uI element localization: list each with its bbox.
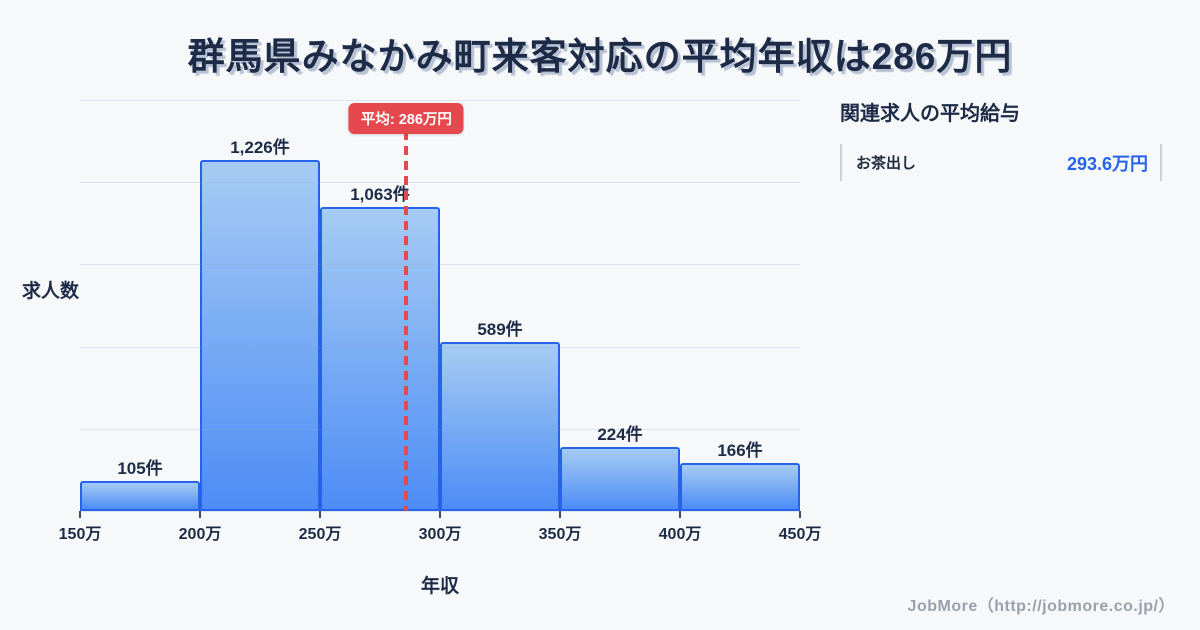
gridline <box>80 264 800 266</box>
related-jobs-heading: 関連求人の平均給与 <box>840 103 1020 125</box>
bar-value-label: 166件 <box>717 441 763 460</box>
bar-value-label: 589件 <box>477 320 523 339</box>
related-job-label: お茶出し <box>856 155 917 172</box>
x-axis-tick <box>199 511 201 518</box>
bar-value-label: 105件 <box>117 459 163 478</box>
x-axis-tick-label: 350万 <box>538 526 582 543</box>
x-axis-tick <box>799 511 801 518</box>
x-axis-tick-label: 400万 <box>658 526 702 543</box>
average-line <box>404 131 409 511</box>
bar-value-label: 1,226件 <box>230 138 290 157</box>
gridline <box>80 428 800 430</box>
x-axis-tick-label: 300万 <box>418 526 462 543</box>
gridline <box>80 346 800 348</box>
gridline <box>80 100 800 101</box>
average-badge: 平均: 286万円 <box>348 103 464 134</box>
histogram-bar <box>560 447 680 511</box>
histogram-bar <box>200 160 320 511</box>
related-job-row: お茶出し 293.6万円 <box>840 144 1162 181</box>
related-job-value: 293.6万円 <box>1066 153 1148 174</box>
bar-value-label: 1,063件 <box>350 185 410 204</box>
x-axis-tick <box>319 511 321 518</box>
histogram-bar <box>680 463 800 511</box>
credit-text: JobMore（http://jobmore.co.jp/） <box>907 598 1175 615</box>
gridline <box>80 182 800 184</box>
page-title: 群馬県みなかみ町来客対応の平均年収は286万円 <box>187 36 1013 77</box>
x-axis-tick <box>559 511 561 518</box>
x-axis-tick <box>439 511 441 518</box>
x-axis-tick <box>679 511 681 518</box>
x-axis-tick-label: 150万 <box>58 526 102 543</box>
x-axis-tick-label: 450万 <box>778 526 822 543</box>
x-axis-tick-label: 200万 <box>178 526 222 543</box>
histogram-bar <box>320 207 440 511</box>
histogram-bar <box>80 481 200 511</box>
bar-value-label: 224件 <box>597 425 643 444</box>
y-axis-title: 求人数 <box>22 281 80 302</box>
histogram-bar <box>440 342 560 511</box>
x-axis-title: 年収 <box>420 576 460 597</box>
x-axis-tick <box>79 511 81 518</box>
x-axis-tick-label: 250万 <box>298 526 342 543</box>
